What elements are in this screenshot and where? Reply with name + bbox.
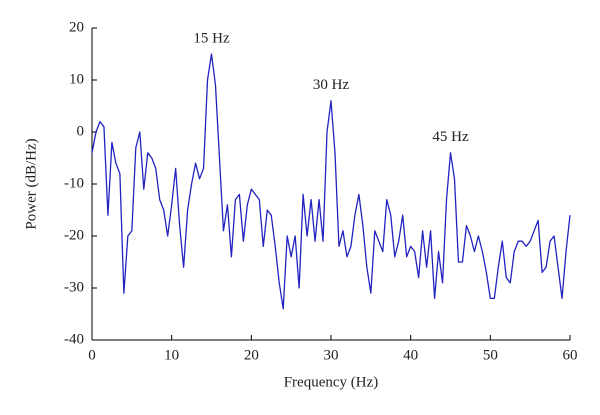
y-tick-label: 20 — [69, 19, 84, 35]
y-axis-label: Power (dB/Hz) — [23, 138, 39, 229]
y-tick-label: 10 — [69, 71, 84, 87]
x-tick-label: 0 — [88, 347, 96, 363]
y-tick-label: -30 — [64, 279, 84, 295]
x-tick-label: 30 — [324, 347, 339, 363]
x-axis-label: Frequency (Hz) — [284, 374, 379, 390]
y-tick-label: 0 — [77, 123, 85, 139]
y-tick-label: -40 — [64, 331, 84, 347]
x-tick-label: 40 — [403, 347, 418, 363]
x-tick-label: 60 — [563, 347, 578, 363]
annotation: 45 Hz — [432, 129, 469, 145]
x-tick-label: 10 — [164, 347, 179, 363]
line-series — [91, 53, 571, 310]
y-tick-label: -10 — [64, 175, 84, 191]
y-tick-label: -20 — [64, 227, 84, 243]
x-tick-label: 50 — [483, 347, 498, 363]
annotation: 15 Hz — [193, 30, 230, 46]
x-tick-label: 20 — [244, 347, 259, 363]
annotation: 30 Hz — [313, 77, 350, 93]
